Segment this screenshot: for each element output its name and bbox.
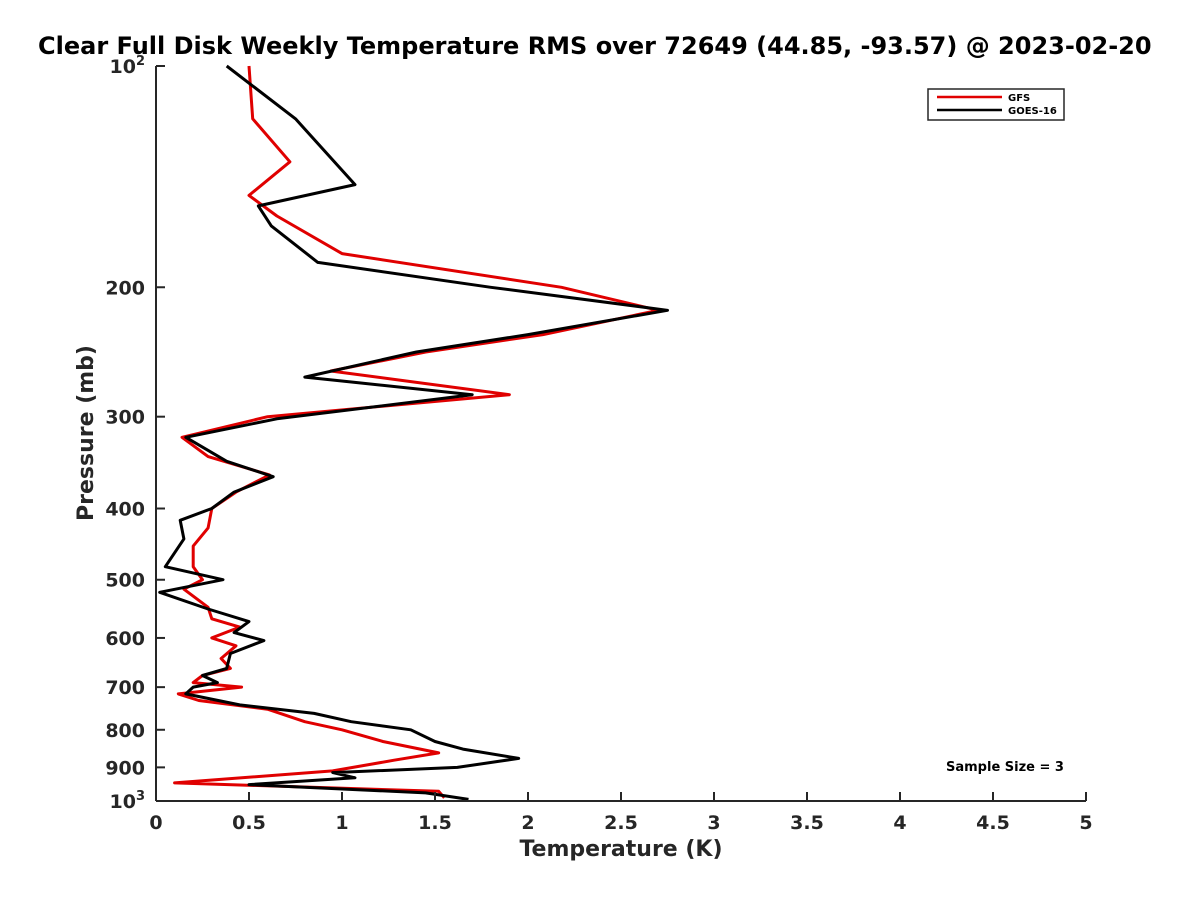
x-tick-label: 0.5 (232, 812, 266, 834)
y-tick-label: 103 (110, 789, 146, 813)
x-axis-label: Temperature (K) (519, 837, 722, 862)
y-tick-label: 600 (105, 628, 145, 650)
x-tick-label: 3.5 (790, 812, 824, 834)
y-tick-label: 102 (110, 54, 146, 78)
x-tick-label: 0 (149, 812, 162, 834)
legend-box (927, 88, 1065, 121)
y-tick-label: 400 (105, 499, 145, 521)
y-tick-label: 800 (105, 720, 145, 742)
x-tick-label: 1 (335, 812, 348, 834)
series-layer (158, 64, 669, 801)
x-tick-label: 4.5 (976, 812, 1010, 834)
x-tick-label: 2 (521, 812, 534, 834)
sample-size-annotation: Sample Size = 3 (946, 760, 1064, 775)
series-line-gfs (173, 65, 660, 799)
x-tick-label: 1.5 (418, 812, 452, 834)
y-tick-label: 700 (105, 677, 145, 699)
legend-label-goes16: GOES-16 (1008, 106, 1057, 117)
y-tick-label: 200 (105, 277, 145, 299)
x-tick-label: 5 (1079, 812, 1092, 834)
series-line-goes16 (158, 64, 669, 801)
y-tick-label: 300 (105, 407, 145, 429)
y-tick-label: 900 (105, 757, 145, 779)
axes-layer (155, 66, 1086, 802)
x-tick-label: 2.5 (604, 812, 638, 834)
y-tick-label: 500 (105, 570, 145, 592)
legend-label-gfs: GFS (1008, 93, 1030, 104)
chart-title: Clear Full Disk Weekly Temperature RMS o… (38, 32, 1152, 60)
x-tick-label: 3 (707, 812, 720, 834)
y-axis-ticks: 102 200 300 400 500 600 700 800 900 103 (105, 54, 165, 813)
x-axis-ticks: 0 0.5 1 1.5 2 2.5 3 3.5 4 4.5 5 (149, 792, 1093, 834)
x-tick-label: 4 (893, 812, 906, 834)
legend: GFS GOES-16 (927, 88, 1065, 121)
y-axis-label: Pressure (mb) (74, 345, 99, 521)
